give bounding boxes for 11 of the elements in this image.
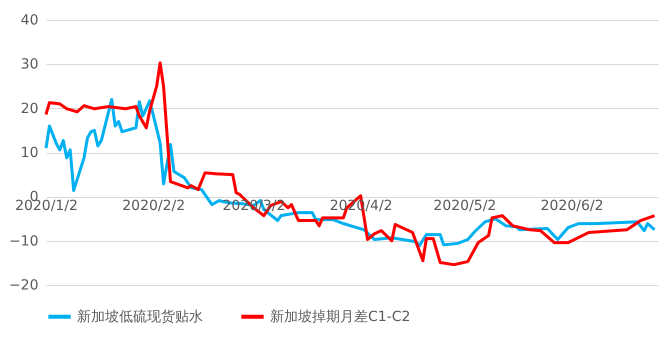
y-tick-label: −20 (8, 278, 38, 294)
x-tick-label: 2020/5/2 (433, 198, 496, 214)
x-tick-label: 2020/6/2 (540, 198, 604, 214)
legend-label: 新加坡低硫现货贴水 (77, 308, 203, 325)
y-tick-label: −10 (8, 233, 38, 250)
y-tick-label: 30 (20, 56, 38, 73)
legend-label: 新加坡掉期月差C1-C2 (270, 308, 410, 325)
y-tick-label: 10 (20, 145, 38, 161)
y-tick-label: 20 (20, 100, 38, 117)
x-tick-label: 2020/2/2 (122, 198, 186, 214)
y-tick-label: 40 (20, 12, 38, 28)
